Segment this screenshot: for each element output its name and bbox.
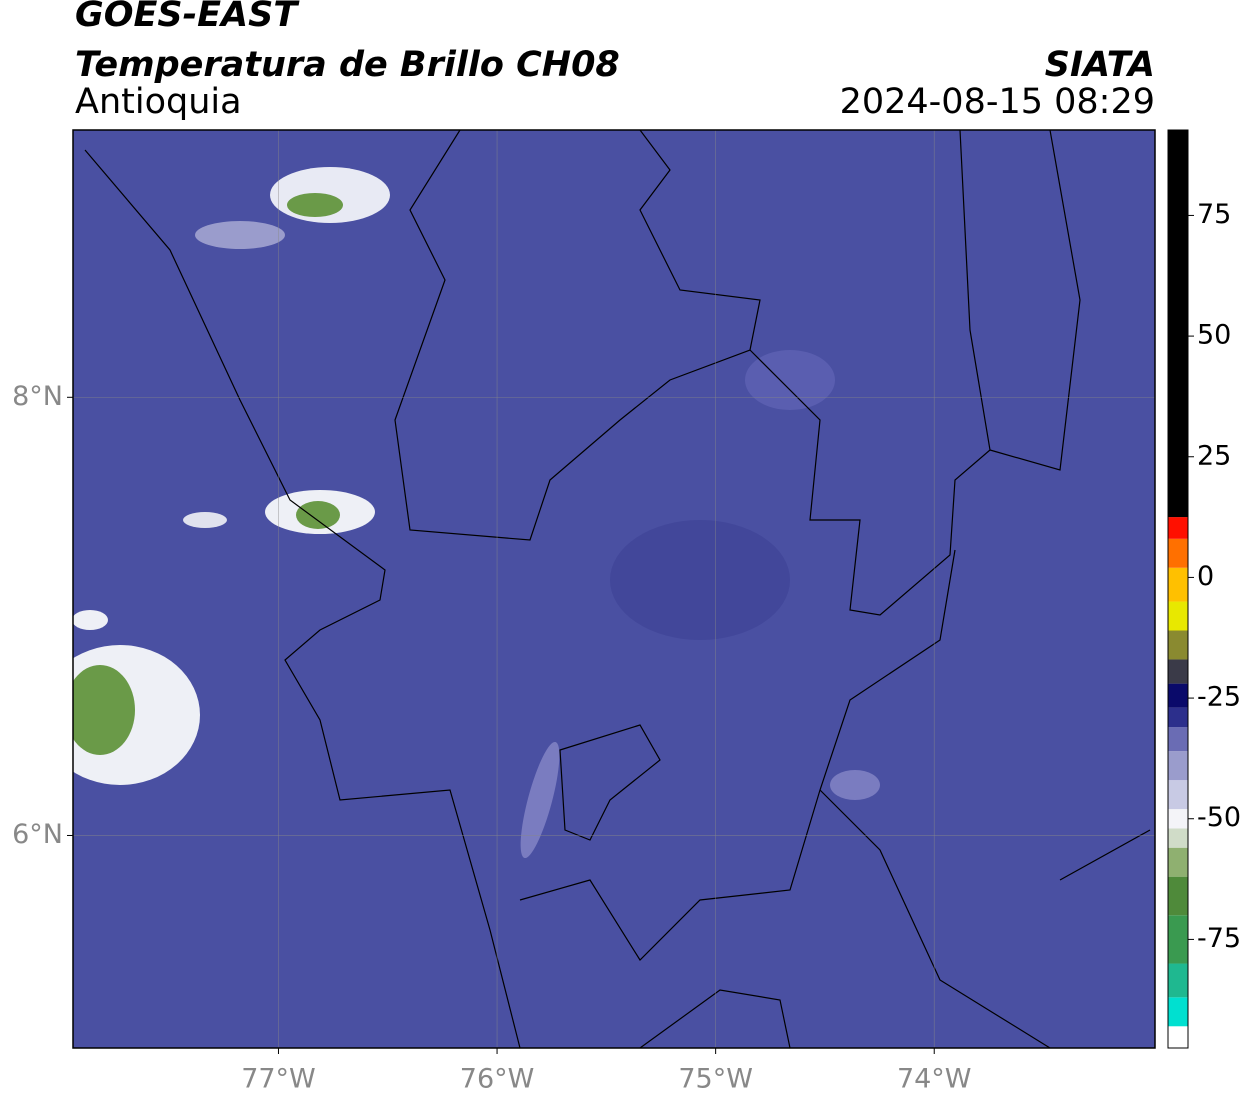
lat-tick-label: 6°N (12, 819, 63, 850)
colorbar-segment (1168, 963, 1188, 998)
subtitle: Temperatura de Brillo CH08 (75, 45, 620, 85)
colorbar (1168, 130, 1188, 1048)
colorbar-segment (1168, 751, 1188, 781)
lat-tick-label: 8°N (12, 381, 63, 412)
colorbar-frame (1167, 129, 1189, 1049)
colorbar-tick-label: 50 (1197, 320, 1231, 351)
lon-tick-label: 76°W (460, 1064, 535, 1095)
colorbar-segment (1168, 683, 1188, 708)
colorbar-segment (1168, 780, 1188, 810)
colorbar-tick-label: 25 (1197, 440, 1231, 471)
colorbar-segment (1168, 809, 1188, 829)
graticule (73, 130, 1155, 1048)
colorbar-segment (1168, 915, 1188, 964)
colorbar-tick-label: 0 (1197, 561, 1214, 592)
colorbar-segment (1168, 517, 1188, 539)
colorbar-segment (1168, 601, 1188, 631)
map (73, 130, 1155, 1048)
source: SIATA (1045, 45, 1155, 85)
region: Antioquia (75, 82, 242, 122)
borders (84, 130, 1151, 1048)
colorbar-segment (1168, 538, 1188, 568)
map-frame (72, 129, 1156, 1049)
colorbar-segment (1168, 1026, 1188, 1048)
colorbar-segment (1168, 707, 1188, 728)
colorbar-tick-label: -50 (1197, 802, 1241, 833)
cloud-field (73, 167, 880, 859)
colorbar-tick-label: -75 (1197, 923, 1241, 954)
colorbar-segment (1168, 130, 1188, 518)
colorbar-segment (1168, 997, 1188, 1027)
title: GOES-EAST (75, 0, 300, 35)
lon-tick-label: 75°W (678, 1064, 753, 1095)
colorbar-segment (1168, 630, 1188, 660)
colorbar-segment (1168, 659, 1188, 684)
colorbar-segment (1168, 727, 1188, 752)
colorbar-segment (1168, 567, 1188, 602)
colorbar-segment (1168, 828, 1188, 848)
colorbar-tick-label: 75 (1197, 199, 1231, 230)
colorbar-segment (1168, 847, 1188, 877)
lon-tick-label: 77°W (241, 1064, 316, 1095)
colorbar-tick-label: -25 (1197, 682, 1241, 713)
datetime: 2024-08-15 08:29 (840, 82, 1155, 122)
colorbar-segment (1168, 876, 1188, 916)
lon-tick-label: 74°W (897, 1064, 972, 1095)
